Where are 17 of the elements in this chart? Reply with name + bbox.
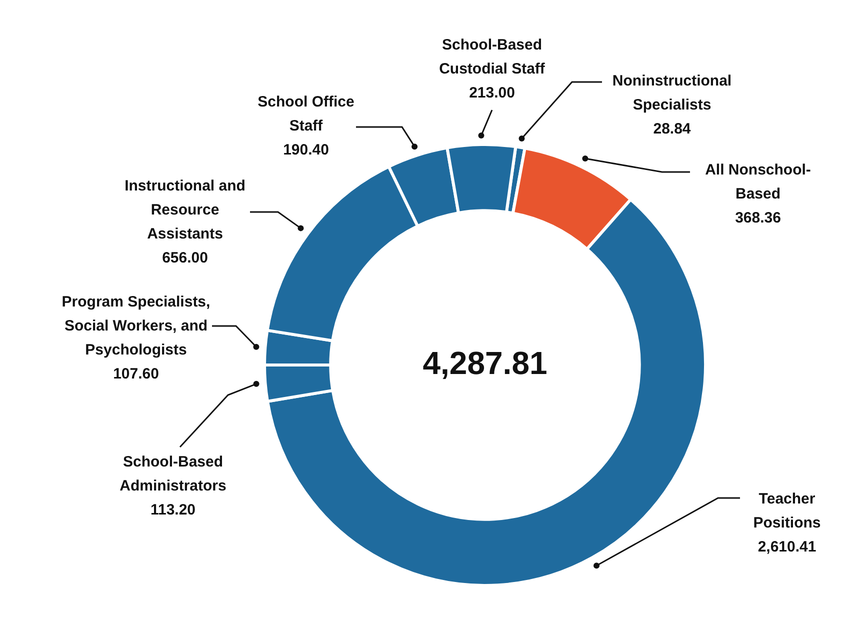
slice-label: School-Based Custodial Staff (439, 36, 546, 78)
data-label: 190.40 (283, 142, 329, 159)
data-label: 2,610.41 (758, 538, 816, 556)
data-label: 28.84 (653, 120, 692, 138)
slice-label: All Nonschool-Based (705, 162, 811, 203)
data-label: 107.60 (113, 366, 159, 383)
data-label: 213.00 (469, 84, 515, 102)
data-label: 113.20 (150, 502, 196, 519)
data-label: 656.00 (162, 250, 208, 267)
slice-label: Program Specialists, Social Workers, and Psychologists (62, 294, 210, 359)
slice-label: Instructional and Resource Assistants (124, 178, 246, 243)
slice-label: Teacher Positions (753, 490, 821, 532)
data-label: 368.36 (735, 210, 781, 227)
slice-label: Noninstructional Specialists (612, 72, 732, 114)
slice-label: School Office Staff (258, 94, 354, 135)
text: 4,287.81 (422, 344, 548, 381)
slice-label: School-Based Administrators (120, 454, 226, 495)
